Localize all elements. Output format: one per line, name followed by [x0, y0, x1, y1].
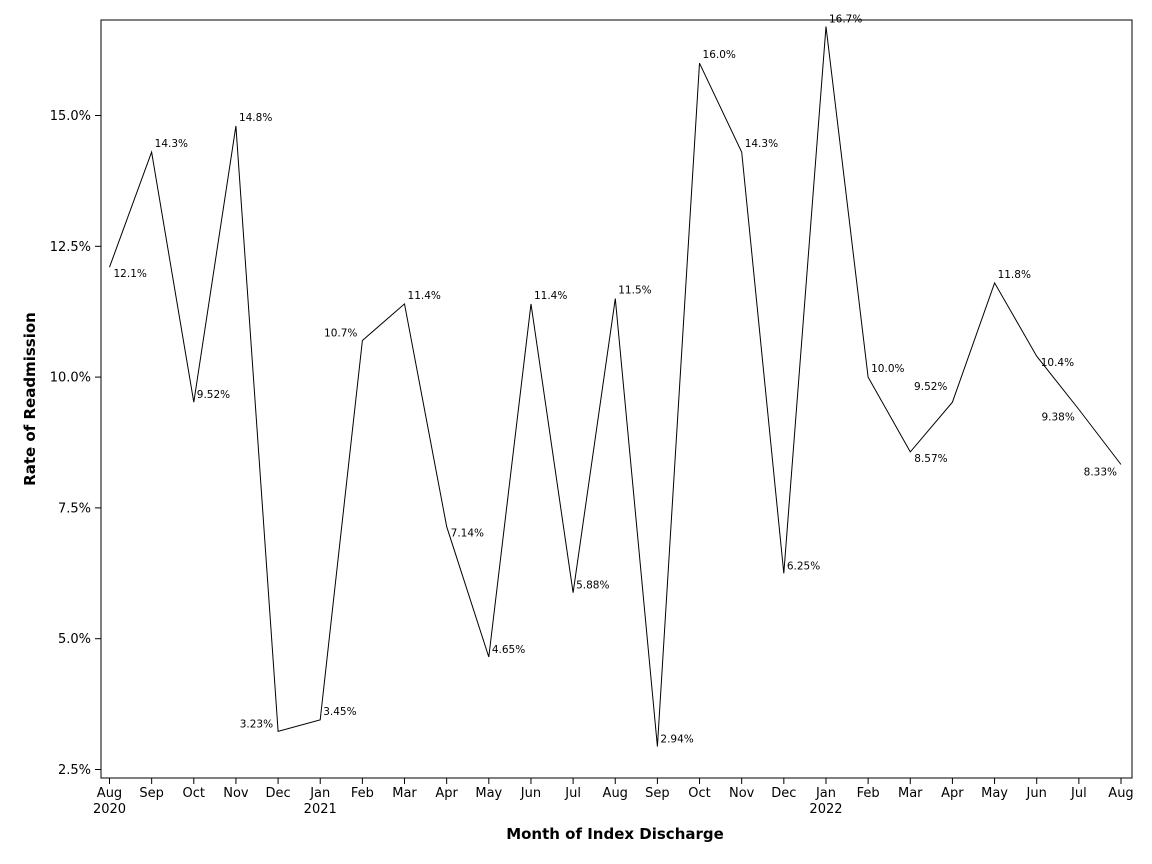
x-tick-label: Dec	[266, 786, 291, 801]
data-label: 6.25%	[787, 560, 820, 572]
data-labels: 12.1% 14.3% 9.52% 14.8% 3.23% 3.45% 10.7% 11.4%…	[114, 14, 1118, 746]
data-label: 11.8%	[998, 269, 1031, 281]
y-tick-label: 5.0%	[58, 632, 91, 647]
y-tick-label: 15.0%	[50, 109, 91, 124]
data-label: 4.65%	[492, 644, 525, 656]
data-label: 10.0%	[871, 363, 904, 375]
x-tick-label: May	[475, 786, 502, 801]
x-tick-label: Jul	[564, 786, 581, 801]
x-tick-label: Jun	[1026, 786, 1047, 801]
data-label: 2.94%	[660, 733, 693, 745]
x-tick-label: Mar	[392, 786, 417, 801]
x-axis: Aug Sep Oct Nov Dec Jan Feb Mar Apr May Jun Jul Aug S…	[93, 778, 1134, 817]
data-label: 16.0%	[703, 49, 736, 61]
readmission-rate-line	[109, 26, 1122, 747]
data-label: 9.52%	[914, 381, 947, 393]
y-tick-label: 10.0%	[50, 371, 91, 386]
x-tick-label: Aug	[603, 786, 628, 801]
x-tick-label: Jul	[1070, 786, 1087, 801]
x-tick-label: Feb	[351, 786, 374, 801]
x-tick-label: Oct	[183, 786, 205, 801]
data-label: 8.57%	[914, 453, 947, 465]
data-label: 9.38%	[1041, 412, 1074, 424]
x-year-label: 2022	[809, 802, 842, 817]
x-tick-label: Oct	[688, 786, 710, 801]
x-tick-label: Jun	[520, 786, 541, 801]
x-tick-label: Nov	[223, 786, 249, 801]
y-axis: 2.5% 5.0% 7.5% 10.0% 12.5% 15.0%	[50, 109, 101, 778]
data-label: 11.5%	[618, 285, 651, 297]
y-tick-label: 12.5%	[50, 240, 91, 255]
x-tick-label: Apr	[435, 786, 458, 801]
data-label: 11.4%	[408, 290, 441, 302]
data-label: 12.1%	[114, 268, 147, 280]
y-axis-title: Rate of Readmission	[21, 312, 39, 486]
x-tick-label: Sep	[645, 786, 670, 801]
data-label: 3.45%	[323, 706, 356, 718]
data-label: 7.14%	[451, 528, 484, 540]
data-label: 14.8%	[239, 112, 272, 124]
data-label: 9.52%	[197, 389, 230, 401]
data-label: 5.88%	[576, 580, 609, 592]
x-tick-label: Apr	[941, 786, 964, 801]
data-label: 10.7%	[324, 327, 357, 339]
x-tick-label: Aug	[1108, 786, 1133, 801]
x-tick-label: Aug	[97, 786, 122, 801]
data-label: 11.4%	[534, 290, 567, 302]
x-tick-label: Jan	[815, 786, 836, 801]
x-year-label: 2021	[304, 802, 337, 817]
y-tick-label: 2.5%	[58, 763, 91, 778]
x-tick-label: Nov	[729, 786, 755, 801]
x-tick-label: Feb	[857, 786, 880, 801]
x-axis-title: Month of Index Discharge	[506, 825, 724, 843]
x-tick-label: May	[981, 786, 1008, 801]
data-label: 3.23%	[240, 718, 273, 730]
x-tick-label: Sep	[139, 786, 164, 801]
x-tick-label: Dec	[771, 786, 796, 801]
y-tick-label: 7.5%	[58, 501, 91, 516]
data-label: 16.7%	[829, 14, 862, 26]
x-tick-label: Jan	[309, 786, 330, 801]
data-label: 14.3%	[745, 138, 778, 150]
x-year-label: 2020	[93, 802, 126, 817]
data-label: 14.3%	[155, 138, 188, 150]
plot-area-frame	[100, 19, 1133, 779]
data-label: 10.4%	[1041, 357, 1074, 369]
x-tick-label: Mar	[898, 786, 923, 801]
data-label: 8.33%	[1084, 466, 1117, 478]
